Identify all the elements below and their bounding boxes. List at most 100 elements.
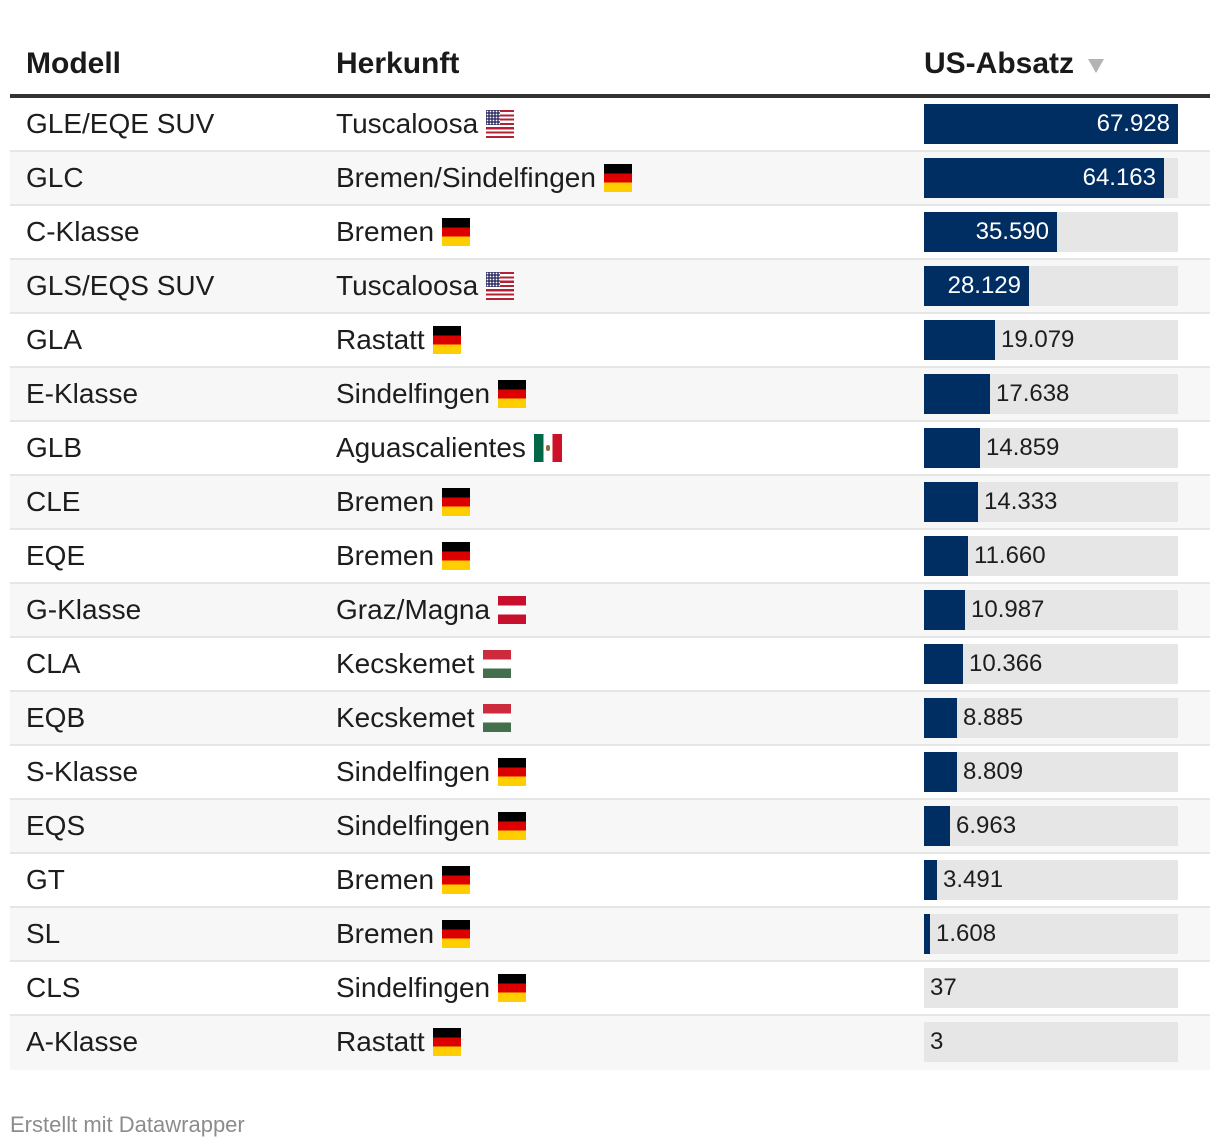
table-row: G-Klasse Graz/Magna 10.987 bbox=[10, 584, 1210, 638]
origin-label: Bremen bbox=[336, 918, 435, 949]
sales-table: Modell Herkunft US-Absatz GLE/EQE SUV Tus… bbox=[10, 0, 1210, 1070]
bar-value-label: 3 bbox=[930, 1028, 944, 1055]
table-row: S-Klasse Sindelfingen 8.809 bbox=[10, 746, 1210, 800]
model-cell: GT bbox=[26, 864, 65, 895]
germany-flag bbox=[442, 488, 471, 516]
model-cell: GLS/EQS SUV bbox=[26, 270, 215, 301]
bar-value-label: 14.859 bbox=[986, 434, 1060, 461]
bar-track bbox=[924, 752, 1178, 792]
bar-cell: 10.987 bbox=[924, 590, 1178, 630]
bar-cell: 64.163 bbox=[924, 158, 1178, 198]
table-row: GLC Bremen/Sindelfingen 64.163 bbox=[10, 152, 1210, 206]
table-row: GLA Rastatt 19.079 bbox=[10, 314, 1210, 368]
model-cell: CLS bbox=[26, 972, 81, 1003]
model-cell: A-Klasse bbox=[26, 1026, 139, 1057]
bar-cell: 14.859 bbox=[924, 428, 1178, 468]
origin-label: Kecskemet bbox=[336, 702, 475, 733]
bar-cell: 17.638 bbox=[924, 374, 1178, 414]
table-row: EQE Bremen 11.660 bbox=[10, 530, 1210, 584]
origin-cell: Tuscaloosa bbox=[336, 98, 515, 150]
germany-flag bbox=[432, 1028, 461, 1056]
model-cell: C-Klasse bbox=[26, 216, 140, 247]
germany-flag bbox=[442, 218, 471, 246]
bar bbox=[924, 914, 930, 954]
origin-cell: Sindelfingen bbox=[336, 746, 527, 798]
bar bbox=[924, 104, 1178, 144]
bar-value-label: 64.163 bbox=[1082, 164, 1156, 191]
model-cell: EQB bbox=[26, 702, 86, 733]
sort-descending-icon[interactable] bbox=[1088, 59, 1105, 73]
bar bbox=[924, 644, 963, 684]
germany-flag bbox=[498, 380, 527, 408]
bar-track bbox=[924, 968, 1178, 1008]
origin-label: Tuscaloosa bbox=[336, 108, 479, 139]
bar bbox=[924, 428, 980, 468]
bar-track bbox=[924, 590, 1178, 630]
bar-track bbox=[924, 1022, 1178, 1062]
bar-value-label: 8.809 bbox=[963, 758, 1024, 785]
bar-cell: 8.885 bbox=[924, 698, 1178, 738]
origin-label: Kecskemet bbox=[336, 648, 475, 679]
germany-flag bbox=[442, 920, 471, 948]
bar-cell: 3.491 bbox=[924, 860, 1178, 900]
bar bbox=[924, 212, 1057, 252]
origin-label: Sindelfingen bbox=[336, 972, 491, 1003]
bar bbox=[924, 860, 937, 900]
model-cell: CLA bbox=[26, 648, 81, 679]
bar-cell: 67.928 bbox=[924, 104, 1178, 144]
origin-label: Sindelfingen bbox=[336, 756, 491, 787]
bar bbox=[924, 158, 1164, 198]
column-header-sales[interactable]: US-Absatz bbox=[924, 44, 1105, 84]
model-cell: GLE/EQE SUV bbox=[26, 108, 215, 139]
model-cell: GLC bbox=[26, 162, 84, 193]
bar-cell: 3 bbox=[924, 1022, 1178, 1062]
bar bbox=[924, 698, 957, 738]
origin-cell: Tuscaloosa bbox=[336, 260, 515, 312]
bar-value-label: 3.491 bbox=[943, 866, 1004, 893]
origin-cell: Kecskemet bbox=[336, 638, 511, 690]
bar-value-label: 8.885 bbox=[963, 704, 1024, 731]
column-header-model[interactable]: Modell bbox=[26, 47, 121, 80]
table-row: GT Bremen 3.491 bbox=[10, 854, 1210, 908]
bar-cell: 35.590 bbox=[924, 212, 1178, 252]
bar-value-label: 6.963 bbox=[956, 812, 1017, 839]
bar-cell: 11.660 bbox=[924, 536, 1178, 576]
origin-cell: Graz/Magna bbox=[336, 584, 527, 636]
germany-flag bbox=[498, 974, 527, 1002]
origin-label: Bremen bbox=[336, 540, 435, 571]
bar-value-label: 19.079 bbox=[1001, 326, 1075, 353]
origin-cell: Bremen bbox=[336, 908, 471, 960]
bar-cell: 10.366 bbox=[924, 644, 1178, 684]
bar-cell: 1.608 bbox=[924, 914, 1178, 954]
bar-value-label: 10.366 bbox=[969, 650, 1043, 677]
origin-label: Aguascalientes bbox=[336, 432, 526, 463]
austria-flag bbox=[498, 596, 527, 624]
bar-value-label: 1.608 bbox=[936, 920, 997, 947]
table-header: Modell Herkunft US-Absatz bbox=[10, 0, 1210, 98]
bar-value-label: 10.987 bbox=[971, 596, 1045, 623]
origin-label: Bremen bbox=[336, 216, 435, 247]
table-row: SL Bremen 1.608 bbox=[10, 908, 1210, 962]
model-cell: GLA bbox=[26, 324, 83, 355]
bar-value-label: 14.333 bbox=[984, 488, 1058, 515]
germany-flag bbox=[498, 812, 527, 840]
origin-cell: Bremen bbox=[336, 206, 471, 258]
origin-label: Bremen/Sindelfingen bbox=[336, 162, 596, 193]
table-row: GLB Aguascalientes 14.859 bbox=[10, 422, 1210, 476]
us-flag bbox=[486, 110, 515, 138]
origin-label: Graz/Magna bbox=[336, 594, 491, 625]
table-row: GLS/EQS SUV Tuscaloosa 28.129 bbox=[10, 260, 1210, 314]
bar-value-label: 35.590 bbox=[975, 218, 1049, 245]
germany-flag bbox=[442, 866, 471, 894]
bar bbox=[924, 482, 978, 522]
bar bbox=[924, 320, 995, 360]
origin-cell: Aguascalientes bbox=[336, 422, 562, 474]
model-cell: SL bbox=[26, 918, 61, 949]
table-body: GLE/EQE SUV Tuscaloosa 67.928 GLC Bremen/Sin… bbox=[10, 98, 1210, 1070]
table-row: GLE/EQE SUV Tuscaloosa 67.928 bbox=[10, 98, 1210, 152]
bar-value-label: 67.928 bbox=[1096, 110, 1170, 137]
column-header-origin[interactable]: Herkunft bbox=[336, 47, 460, 80]
table-row: CLS Sindelfingen 37 bbox=[10, 962, 1210, 1016]
origin-label: Bremen bbox=[336, 486, 435, 517]
origin-label: Rastatt bbox=[336, 324, 425, 355]
